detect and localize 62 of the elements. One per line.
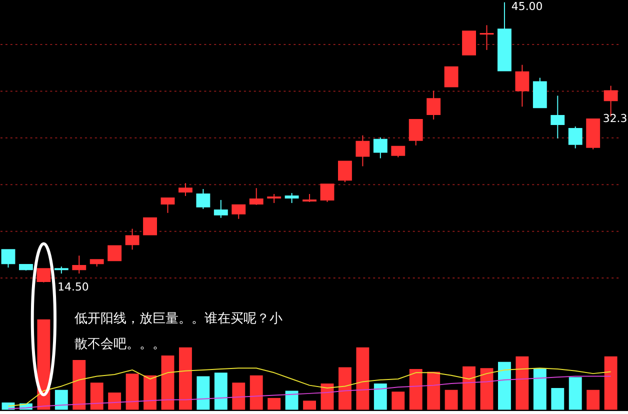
candlestick bbox=[444, 66, 458, 88]
candlestick bbox=[480, 24, 494, 50]
candlestick bbox=[125, 228, 140, 250]
bar bbox=[356, 347, 370, 410]
bar bbox=[516, 356, 529, 410]
candlestick bbox=[356, 134, 370, 167]
candlestick bbox=[284, 192, 299, 204]
candlestick bbox=[72, 255, 86, 274]
bar bbox=[604, 356, 618, 410]
candlestick bbox=[143, 217, 157, 236]
annotation: 低开阳线，放巨量。。谁在买呢？小散不会吧。。。 bbox=[74, 311, 283, 352]
annotation: 45.00 bbox=[511, 0, 543, 14]
bar bbox=[409, 369, 422, 410]
bar bbox=[285, 390, 298, 410]
candlestick bbox=[160, 198, 175, 214]
candlestick bbox=[550, 95, 565, 139]
candlestick bbox=[232, 204, 246, 220]
candlestick bbox=[338, 160, 352, 183]
bar bbox=[374, 384, 387, 410]
bar bbox=[268, 398, 281, 410]
candlestick bbox=[462, 30, 476, 56]
bar bbox=[427, 372, 440, 410]
candlestick bbox=[1, 249, 16, 268]
bar bbox=[444, 390, 458, 410]
bar bbox=[232, 382, 246, 410]
bar bbox=[303, 400, 316, 410]
candlestick bbox=[267, 193, 282, 204]
bar bbox=[161, 356, 174, 410]
bar bbox=[196, 376, 210, 410]
bar bbox=[126, 374, 139, 410]
bar bbox=[533, 368, 546, 410]
bar bbox=[72, 360, 86, 410]
bar bbox=[90, 382, 104, 410]
candlestick bbox=[408, 118, 423, 146]
annotation: 32.3 bbox=[602, 112, 628, 125]
candlestick bbox=[391, 146, 406, 158]
candlestick bbox=[214, 199, 228, 218]
bar bbox=[250, 375, 263, 410]
candlestick bbox=[108, 245, 122, 262]
bar bbox=[568, 377, 582, 410]
bar bbox=[586, 390, 600, 410]
bar bbox=[498, 362, 511, 410]
bar bbox=[462, 366, 476, 410]
candlestick bbox=[249, 188, 264, 206]
bar bbox=[144, 375, 156, 410]
bar bbox=[108, 392, 122, 410]
candlestick bbox=[36, 268, 51, 283]
candlestick bbox=[196, 188, 210, 210]
bar bbox=[338, 367, 352, 410]
bar bbox=[480, 368, 494, 410]
candlestick bbox=[426, 90, 441, 120]
annotation: 14.50 bbox=[58, 280, 89, 294]
bar bbox=[214, 372, 228, 410]
bar bbox=[179, 347, 192, 410]
candlestick bbox=[178, 182, 192, 197]
candlestick bbox=[515, 64, 530, 108]
candlestick bbox=[320, 184, 334, 202]
candlestick bbox=[568, 126, 582, 149]
candlestick bbox=[373, 136, 388, 159]
bar bbox=[392, 392, 405, 410]
bar bbox=[54, 390, 68, 410]
bar bbox=[551, 388, 564, 410]
